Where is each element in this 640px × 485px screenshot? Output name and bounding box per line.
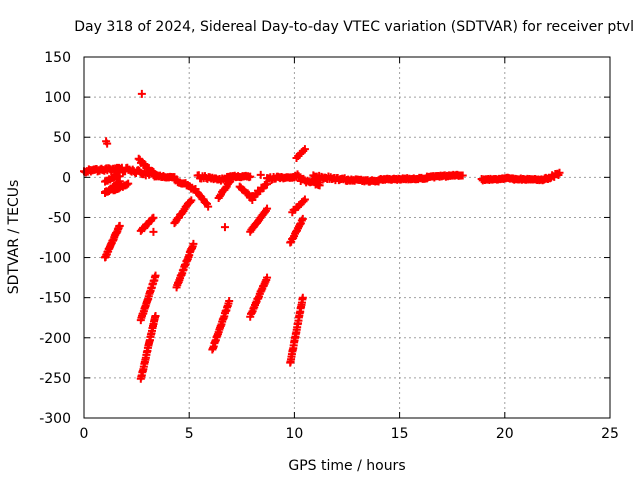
data-point (137, 89, 146, 98)
data-point (246, 172, 255, 181)
data-point (149, 168, 158, 177)
data-point (227, 175, 236, 184)
x-tick-labels: 0 5 10 15 20 25 (80, 426, 619, 442)
data-point (151, 271, 160, 280)
y-tick-labels: -300 -250 -200 -150 -100 -50 0 50 100 150 (39, 50, 71, 427)
x-tick-label: 25 (601, 426, 619, 442)
data-point (555, 168, 564, 177)
chart-title: Day 318 of 2024, Sidereal Day-to-day VTE… (74, 19, 634, 35)
y-tick-label: 50 (53, 130, 71, 146)
grid-lines (84, 57, 610, 418)
data-point (189, 239, 198, 248)
data-point (220, 223, 229, 232)
y-tick-label: -50 (48, 210, 71, 226)
data-point (458, 171, 467, 180)
data-point (225, 296, 234, 305)
x-tick-label: 0 (80, 426, 89, 442)
data-point (204, 202, 213, 211)
x-tick-label: 15 (391, 426, 409, 442)
data-point (298, 293, 307, 302)
y-tick-label: 150 (44, 50, 71, 66)
data-point (263, 273, 272, 282)
y-axis-title: SDTVAR / TECUs (6, 180, 22, 295)
data-point (256, 170, 265, 179)
y-tick-label: 0 (62, 170, 71, 186)
data-point (243, 189, 252, 198)
y-tick-label: 100 (44, 90, 71, 106)
data-point (263, 204, 272, 213)
axis-ticks (83, 56, 611, 419)
data-point (149, 213, 158, 222)
y-tick-label: -300 (39, 411, 71, 427)
data-point (115, 221, 124, 230)
x-tick-label: 5 (185, 426, 194, 442)
data-point (124, 179, 133, 188)
data-point (215, 192, 224, 201)
data-point (151, 311, 160, 320)
data-point (315, 181, 324, 190)
data-point (298, 214, 307, 223)
data-points (80, 89, 564, 383)
data-point (148, 167, 157, 176)
y-tick-label: -200 (39, 331, 71, 347)
data-point (300, 145, 309, 154)
y-tick-label: -250 (39, 371, 71, 387)
data-point (300, 195, 309, 204)
plot-frame (83, 56, 611, 419)
data-point (149, 227, 158, 236)
x-tick-label: 20 (496, 426, 514, 442)
data-point (187, 196, 196, 205)
x-tick-label: 10 (285, 426, 303, 442)
data-point (103, 139, 112, 148)
x-axis-title: GPS time / hours (288, 458, 405, 474)
y-tick-label: -100 (39, 251, 71, 267)
y-tick-label: -150 (39, 291, 71, 307)
data-point (140, 160, 149, 169)
